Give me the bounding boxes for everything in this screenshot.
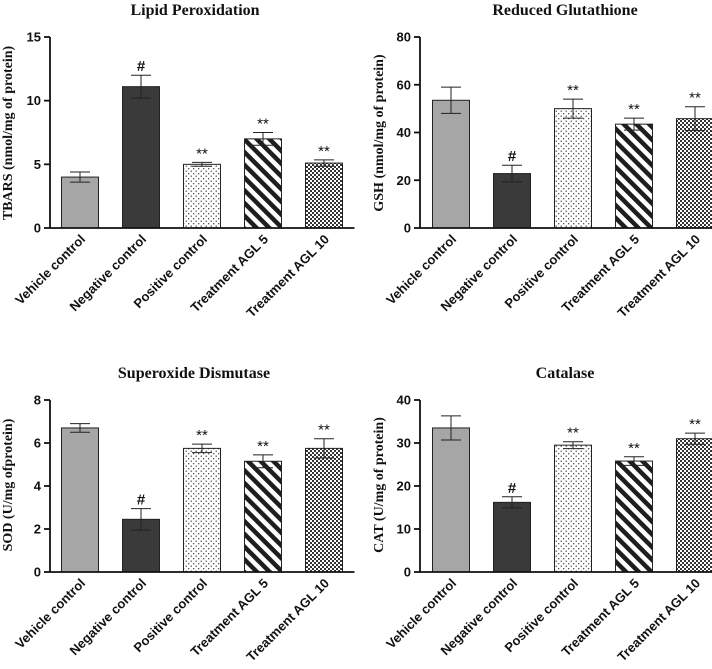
bar	[61, 176, 99, 229]
significance-marker: #	[137, 492, 146, 509]
bar	[183, 447, 221, 573]
y-tick-label: 5	[34, 157, 41, 172]
y-tick-label: 30	[397, 436, 411, 451]
y-tick-label: 2	[34, 522, 41, 537]
bar	[122, 86, 160, 229]
y-tick-label: 0	[404, 221, 411, 236]
bar	[615, 123, 653, 229]
bar	[615, 460, 653, 573]
significance-marker: **	[567, 425, 579, 442]
chart-catalase: Catalase CAT (U/mg of protein) Vehicle c…	[372, 365, 712, 664]
significance-marker: **	[628, 101, 640, 118]
y-tick-label: 10	[27, 93, 41, 108]
y-tick-label: 15	[27, 30, 41, 45]
y-tick-label: 20	[397, 479, 411, 494]
y-tick-label: 0	[34, 565, 41, 580]
significance-marker: **	[318, 422, 330, 439]
significance-marker: **	[196, 427, 208, 444]
significance-marker: #	[137, 58, 146, 75]
bar	[676, 118, 712, 229]
y-tick-label: 0	[34, 221, 41, 236]
y-tick-label: 4	[34, 479, 42, 494]
significance-marker: **	[257, 438, 269, 455]
significance-marker: **	[689, 416, 701, 433]
y-tick-label: 10	[397, 522, 411, 537]
bar	[432, 427, 470, 573]
y-tick-label: 40	[397, 125, 411, 140]
bar	[305, 447, 343, 573]
chart-lipid-peroxidation: Lipid Peroxidation TBARS (nmol/mg of pro…	[1, 2, 355, 320]
y-tick-label: 80	[397, 30, 411, 45]
plot-area: Vehicle control#Negative control**Positi…	[12, 393, 355, 664]
chart-title: Lipid Peroxidation	[130, 2, 259, 19]
y-tick-label: 60	[397, 77, 411, 92]
chart-superoxide-dismutase: Superoxide Dismutase SOD (U/mg ofprotein…	[1, 365, 355, 664]
y-tick-label: 20	[397, 173, 411, 188]
y-tick-label: 0	[404, 565, 411, 580]
y-axis-label: SOD (U/mg ofprotein)	[1, 418, 16, 551]
y-tick-label: 8	[34, 393, 41, 408]
plot-area: Vehicle control#Negative control**Positi…	[383, 393, 712, 664]
significance-marker: **	[318, 143, 330, 160]
bar	[305, 162, 343, 229]
chart-title: Catalase	[536, 365, 595, 382]
significance-marker: #	[508, 148, 517, 165]
significance-marker: **	[196, 145, 208, 162]
significance-marker: **	[567, 82, 579, 99]
significance-marker: **	[257, 116, 269, 133]
plot-area: Vehicle control#Negative control**Positi…	[383, 30, 712, 320]
significance-marker: #	[508, 480, 517, 497]
bar	[493, 501, 531, 573]
bar	[432, 99, 470, 229]
chart-title: Superoxide Dismutase	[118, 365, 270, 382]
y-axis-label: TBARS (nmol/mg of protein)	[1, 45, 16, 220]
y-tick-label: 6	[34, 436, 41, 451]
bar	[554, 108, 592, 229]
y-axis-label: CAT (U/mg of protein)	[372, 417, 387, 553]
plot-area: Vehicle control#Negative control**Positi…	[12, 30, 355, 320]
y-tick-label: 40	[397, 393, 411, 408]
bar	[244, 460, 282, 573]
chart-reduced-glutathione: Reduced Glutathione GSH (nmol/mg of prot…	[372, 2, 712, 320]
bar	[183, 163, 221, 229]
bar	[676, 438, 712, 573]
significance-marker: **	[628, 440, 640, 457]
bar	[244, 138, 282, 229]
significance-marker: **	[689, 90, 701, 107]
y-axis-label: GSH (nmol/mg of protein)	[372, 54, 387, 212]
chart-title: Reduced Glutathione	[492, 2, 637, 19]
bar	[554, 444, 592, 573]
bar	[61, 427, 99, 573]
